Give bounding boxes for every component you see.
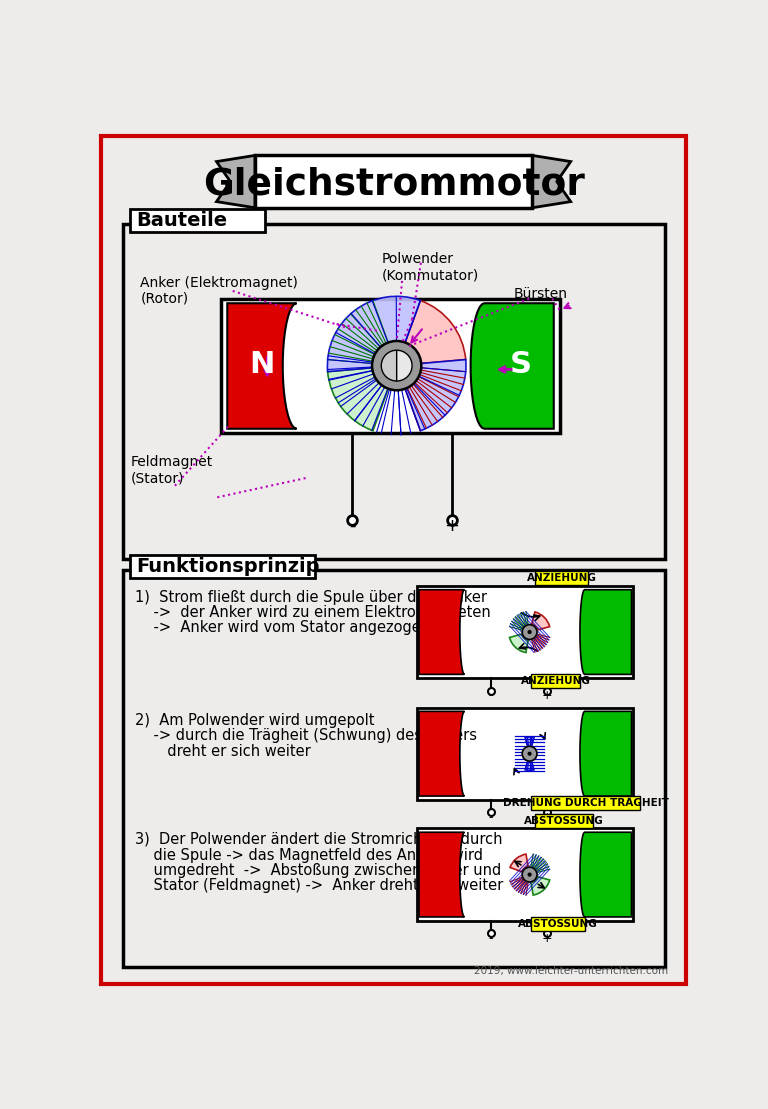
- FancyBboxPatch shape: [535, 571, 588, 586]
- FancyBboxPatch shape: [131, 554, 315, 578]
- Text: ANZIEHUNG: ANZIEHUNG: [521, 676, 591, 686]
- FancyBboxPatch shape: [418, 828, 633, 920]
- Text: ABSTOSSUNG: ABSTOSSUNG: [518, 919, 598, 929]
- Wedge shape: [525, 737, 534, 746]
- Wedge shape: [509, 634, 528, 652]
- Text: -> durch die Trägheit (Schwung) des Ankers: -> durch die Trägheit (Schwung) des Anke…: [135, 729, 477, 743]
- Text: Bürsten: Bürsten: [514, 287, 568, 301]
- FancyBboxPatch shape: [255, 155, 532, 207]
- Text: N: N: [250, 349, 275, 378]
- Polygon shape: [419, 832, 465, 917]
- Polygon shape: [580, 711, 631, 796]
- Polygon shape: [532, 155, 571, 207]
- Circle shape: [522, 746, 537, 761]
- FancyBboxPatch shape: [535, 814, 593, 827]
- Polygon shape: [217, 155, 255, 207]
- Wedge shape: [531, 877, 550, 895]
- Wedge shape: [510, 854, 528, 872]
- Text: umgedreht  ->  Abstoßung zwischen Anker und: umgedreht -> Abstoßung zwischen Anker un…: [135, 863, 502, 878]
- Circle shape: [372, 340, 422, 390]
- FancyBboxPatch shape: [123, 224, 664, 559]
- Circle shape: [528, 873, 531, 876]
- Text: 3)  Der Polwender ändert die Stromrichtung durch: 3) Der Polwender ändert die Stromrichtun…: [135, 832, 502, 847]
- Text: Bauteile: Bauteile: [137, 211, 227, 230]
- Text: 2019, www.leichter-unterrichten.com: 2019, www.leichter-unterrichten.com: [474, 966, 667, 976]
- Text: Funktionsprinzip: Funktionsprinzip: [137, 557, 320, 576]
- Polygon shape: [580, 832, 631, 917]
- Text: -: -: [488, 811, 493, 824]
- Text: Anker (Elektromagnet)
(Rotor): Anker (Elektromagnet) (Rotor): [141, 275, 298, 306]
- Text: +: +: [541, 689, 552, 702]
- Text: die Spule -> das Magnetfeld des Ankers wird: die Spule -> das Magnetfeld des Ankers w…: [135, 847, 483, 863]
- Text: -: -: [488, 932, 493, 945]
- Wedge shape: [397, 350, 412, 381]
- FancyBboxPatch shape: [221, 298, 560, 434]
- Wedge shape: [405, 359, 466, 430]
- Wedge shape: [405, 301, 465, 364]
- Text: Feldmagnet
(Stator): Feldmagnet (Stator): [131, 455, 213, 485]
- Text: DREHUNG DURCH TRÄGHEIT: DREHUNG DURCH TRÄGHEIT: [502, 798, 668, 808]
- FancyBboxPatch shape: [418, 586, 633, 679]
- Text: +: +: [541, 932, 552, 945]
- Text: dreht er sich weiter: dreht er sich weiter: [135, 744, 310, 759]
- Text: ANZIEHUNG: ANZIEHUNG: [527, 573, 597, 583]
- Polygon shape: [419, 590, 465, 674]
- Text: -: -: [349, 517, 356, 536]
- Text: S: S: [510, 349, 531, 378]
- Polygon shape: [227, 303, 296, 429]
- Wedge shape: [327, 296, 420, 372]
- Text: +: +: [541, 811, 552, 824]
- Circle shape: [393, 363, 400, 368]
- Text: Gleichstrommotor: Gleichstrommotor: [203, 166, 584, 203]
- Text: ABSTOSSUNG: ABSTOSSUNG: [524, 816, 604, 826]
- Circle shape: [528, 631, 531, 633]
- Wedge shape: [531, 612, 550, 630]
- FancyBboxPatch shape: [531, 917, 584, 930]
- FancyBboxPatch shape: [123, 570, 664, 967]
- Text: -: -: [488, 689, 493, 702]
- Polygon shape: [419, 711, 465, 796]
- Text: ->  Anker wird vom Stator angezogen: -> Anker wird vom Stator angezogen: [135, 621, 430, 635]
- Text: +: +: [445, 517, 459, 536]
- Wedge shape: [381, 350, 397, 381]
- Text: 2)  Am Polwender wird umgepolt: 2) Am Polwender wird umgepolt: [135, 713, 374, 728]
- Polygon shape: [580, 590, 631, 674]
- Wedge shape: [525, 762, 534, 771]
- FancyBboxPatch shape: [531, 796, 641, 810]
- Polygon shape: [471, 303, 554, 429]
- FancyBboxPatch shape: [131, 208, 265, 232]
- FancyBboxPatch shape: [531, 674, 580, 689]
- Circle shape: [528, 752, 531, 755]
- Text: Stator (Feldmagnet) ->  Anker dreht sich weiter: Stator (Feldmagnet) -> Anker dreht sich …: [135, 878, 503, 894]
- Circle shape: [522, 867, 537, 882]
- Text: 1)  Strom fließt durch die Spule über dem Anker: 1) Strom fließt durch die Spule über dem…: [135, 590, 487, 604]
- Text: ->  der Anker wird zu einem Elektromagneten: -> der Anker wird zu einem Elektromagnet…: [135, 606, 491, 620]
- Wedge shape: [328, 367, 389, 430]
- Circle shape: [522, 624, 537, 640]
- FancyBboxPatch shape: [418, 708, 633, 800]
- Text: Polwender
(Kommutator): Polwender (Kommutator): [381, 253, 478, 283]
